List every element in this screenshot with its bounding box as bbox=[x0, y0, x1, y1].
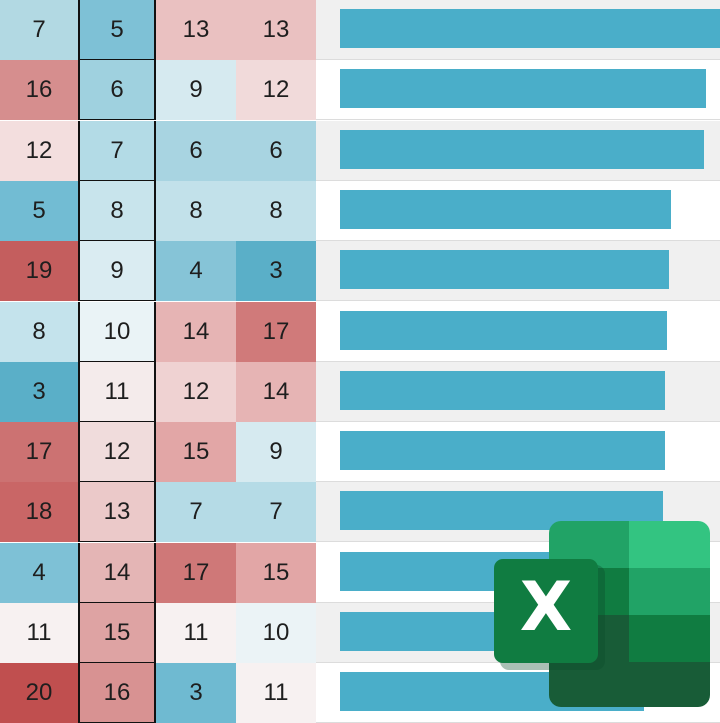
table-cell[interactable]: 14 bbox=[156, 302, 236, 362]
table-cell[interactable]: 16 bbox=[0, 60, 78, 120]
row-divider bbox=[316, 541, 720, 542]
table-row: 12 7 6 6 bbox=[0, 121, 720, 181]
table-cell[interactable]: 10 bbox=[78, 302, 156, 362]
table-cell[interactable]: 3 bbox=[0, 362, 78, 422]
row-divider bbox=[316, 361, 720, 362]
table-cell[interactable]: 3 bbox=[156, 663, 236, 723]
table-cell[interactable]: 7 bbox=[236, 482, 316, 542]
table-cell[interactable]: 7 bbox=[156, 482, 236, 542]
table-cell[interactable]: 13 bbox=[236, 0, 316, 60]
row-divider bbox=[316, 119, 720, 120]
row-divider bbox=[316, 240, 720, 241]
table-cell[interactable]: 20 bbox=[0, 663, 78, 723]
row-divider bbox=[316, 421, 720, 422]
table-row: 16 6 9 12 bbox=[0, 60, 720, 120]
table-cell[interactable]: 5 bbox=[78, 0, 156, 60]
table-cell[interactable]: 12 bbox=[0, 121, 78, 181]
row-divider bbox=[316, 300, 720, 301]
table-row: 17 12 15 9 bbox=[0, 422, 720, 482]
table-cell[interactable]: 17 bbox=[0, 422, 78, 482]
table-row: 3 11 12 14 bbox=[0, 362, 720, 422]
table-cell[interactable]: 8 bbox=[156, 181, 236, 241]
table-cell[interactable]: 10 bbox=[236, 603, 316, 663]
data-bar bbox=[340, 9, 720, 48]
table-cell[interactable]: 11 bbox=[236, 663, 316, 723]
table-row: 8 10 14 17 bbox=[0, 302, 720, 362]
table-row: 7 5 13 13 bbox=[0, 0, 720, 60]
table-cell[interactable]: 8 bbox=[236, 181, 316, 241]
table-row: 4 14 17 15 bbox=[0, 543, 720, 603]
table-cell[interactable]: 8 bbox=[0, 302, 78, 362]
table-cell[interactable]: 17 bbox=[156, 543, 236, 603]
table-row: 20 16 3 11 bbox=[0, 663, 720, 723]
table-cell[interactable]: 7 bbox=[0, 0, 78, 60]
excel-icon: X bbox=[494, 521, 710, 707]
table-cell[interactable]: 13 bbox=[78, 482, 156, 542]
table-cell[interactable]: 8 bbox=[78, 181, 156, 241]
data-bar bbox=[340, 371, 665, 410]
table-cell[interactable]: 12 bbox=[78, 422, 156, 482]
table-cell[interactable]: 6 bbox=[156, 121, 236, 181]
table-cell[interactable]: 9 bbox=[156, 60, 236, 120]
table-cell[interactable]: 6 bbox=[78, 60, 156, 120]
table-cell[interactable]: 16 bbox=[78, 663, 156, 723]
table-row: 19 9 4 3 bbox=[0, 241, 720, 301]
excel-letter: X bbox=[520, 568, 572, 647]
data-bar bbox=[340, 311, 667, 350]
table-cell[interactable]: 4 bbox=[156, 241, 236, 301]
table-cell[interactable]: 15 bbox=[236, 543, 316, 603]
data-bar bbox=[340, 190, 671, 229]
table-cell[interactable]: 9 bbox=[78, 241, 156, 301]
excel-badge bbox=[494, 559, 598, 663]
table-cell[interactable]: 11 bbox=[78, 362, 156, 422]
table-cell[interactable]: 12 bbox=[156, 362, 236, 422]
table-cell[interactable]: 14 bbox=[236, 362, 316, 422]
table-cell[interactable]: 17 bbox=[236, 302, 316, 362]
table-cell[interactable]: 15 bbox=[156, 422, 236, 482]
table-cell[interactable]: 3 bbox=[236, 241, 316, 301]
table-cell[interactable]: 7 bbox=[78, 121, 156, 181]
table-cell[interactable]: 9 bbox=[236, 422, 316, 482]
row-divider bbox=[316, 481, 720, 482]
table-cell[interactable]: 12 bbox=[236, 60, 316, 120]
table-cell[interactable]: 19 bbox=[0, 241, 78, 301]
table-cell[interactable]: 6 bbox=[236, 121, 316, 181]
table-cell[interactable]: 14 bbox=[78, 543, 156, 603]
table-cell[interactable]: 13 bbox=[156, 0, 236, 60]
data-bar bbox=[340, 69, 706, 108]
table-cell[interactable]: 18 bbox=[0, 482, 78, 542]
table-cell[interactable]: 15 bbox=[78, 603, 156, 663]
table-cell[interactable]: 4 bbox=[0, 543, 78, 603]
row-divider bbox=[316, 59, 720, 60]
row-divider bbox=[316, 180, 720, 181]
table-cell[interactable]: 11 bbox=[0, 603, 78, 663]
data-bar bbox=[340, 130, 704, 169]
table-cell[interactable]: 11 bbox=[156, 603, 236, 663]
data-bar bbox=[340, 431, 665, 470]
data-bar bbox=[340, 250, 669, 289]
table-cell[interactable]: 5 bbox=[0, 181, 78, 241]
